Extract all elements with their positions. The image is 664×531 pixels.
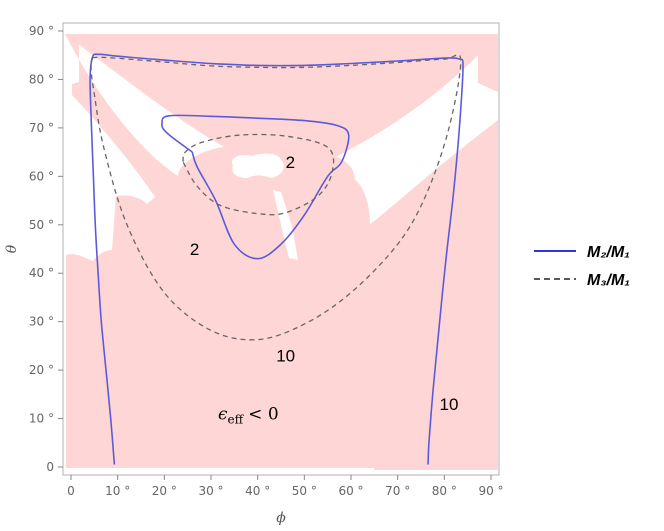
contour-curves: [89, 53, 464, 465]
region-hole: [231, 153, 285, 178]
contour-label: 2: [190, 240, 199, 259]
plot-frame: [62, 22, 500, 476]
y-axis-title: θ: [4, 244, 20, 253]
y-tick-label: 10 °: [29, 412, 54, 426]
region-hole: [273, 190, 298, 260]
y-tick-label: 70 °: [29, 121, 54, 135]
x-tick-label: 10 °: [105, 484, 130, 498]
m3-contour-10: [90, 53, 462, 341]
region-label: ϵeff < 0: [218, 405, 279, 427]
region-fill: [374, 212, 498, 470]
contour-label: 10: [440, 395, 459, 414]
legend: M₂/M₁ M₃/M₁: [534, 244, 630, 289]
contour-label: 10: [276, 347, 295, 366]
m3-contour-2: [182, 133, 335, 216]
y-tick-label: 20 °: [29, 363, 54, 377]
contour-label: 2: [286, 153, 295, 172]
y-tick-label: 0: [46, 460, 54, 474]
y-tick-label: 50 °: [29, 218, 54, 232]
region-label-relation: < 0: [248, 405, 278, 425]
y-tick-label: 60 °: [29, 169, 54, 183]
x-tick-label: 0: [67, 484, 75, 498]
y-tick-label: 40 °: [29, 266, 54, 280]
contour-labels: 10 2 10 2: [190, 153, 459, 414]
m2-contour-2: [161, 114, 350, 260]
x-tick-label: 30 °: [198, 484, 223, 498]
y-tick-label: 90 °: [29, 24, 54, 38]
x-tick-label: 80 °: [432, 484, 457, 498]
x-axis-title: ϕ: [276, 510, 286, 526]
legend-label-m3: M₃/M₁: [587, 272, 630, 289]
m2-contour-10: [89, 53, 464, 465]
x-tick-label: 90 °: [478, 484, 503, 498]
x-tick-label: 40 °: [245, 484, 270, 498]
region-label-subscript: eff: [228, 413, 245, 427]
y-tick-label: 80 °: [29, 72, 54, 86]
x-tick-label: 60 °: [338, 484, 363, 498]
x-tick-label: 70 °: [385, 484, 410, 498]
axes: 0 10 ° 20 ° 30 ° 40 ° 50 ° 60 ° 70 ° 80 ° 90 ° 0 10…: [29, 24, 504, 498]
y-tick-label: 30 °: [29, 315, 54, 329]
x-tick-label: 50 °: [292, 484, 317, 498]
legend-label-m2: M₂/M₁: [587, 244, 630, 261]
region-label-symbol: ϵ: [218, 405, 228, 425]
region-fill: [65, 34, 498, 176]
x-tick-label: 20 °: [152, 484, 177, 498]
negative-epsilon-region: [65, 34, 498, 470]
